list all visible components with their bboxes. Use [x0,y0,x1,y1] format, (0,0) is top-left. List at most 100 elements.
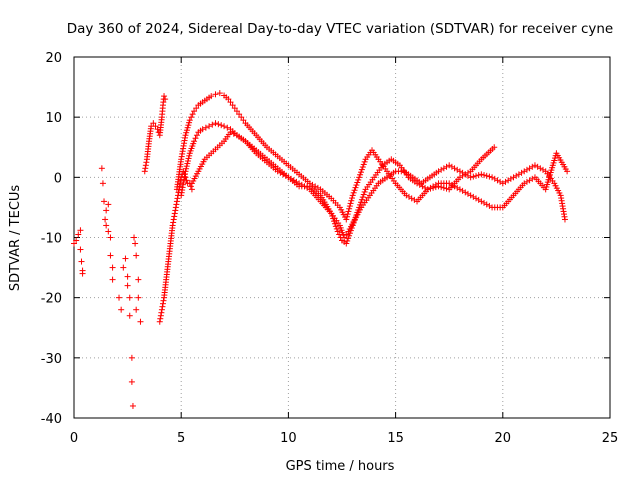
data-point [183,165,190,172]
data-point [531,162,538,169]
data-point [160,297,167,304]
data-point [229,102,236,109]
data-point [334,228,341,235]
data-point [126,294,133,301]
data-point [510,174,517,181]
data-point [188,186,195,193]
data-point [360,161,367,168]
data-point [182,168,189,175]
data-point [454,166,461,173]
data-point [513,172,520,179]
data-point [462,171,469,178]
data-point [142,162,149,169]
y-tick-label: 20 [45,51,62,66]
data-point [157,312,164,319]
y-tick-label: -40 [41,412,62,427]
data-point [209,121,216,128]
data-point [470,173,477,180]
data-point [440,165,447,172]
data-point [185,122,192,129]
data-point [443,163,450,170]
data-point [473,195,479,202]
data-point [483,201,490,208]
data-point [443,185,450,192]
data-point [349,192,356,199]
data-point [347,200,354,207]
data-point [208,93,215,100]
data-point [349,195,356,202]
data-point [133,306,140,313]
data-point [456,186,463,193]
data-point [304,184,311,191]
data-point [419,183,426,190]
data-point [105,228,112,235]
data-point [422,184,429,191]
data-point [464,172,471,179]
data-point [408,195,415,202]
data-point [78,258,85,265]
data-point [233,108,240,115]
data-point [143,159,150,166]
data-point [103,222,110,229]
data-point [105,201,112,208]
data-point [529,175,536,182]
data-point [486,173,493,180]
data-point [162,96,169,103]
data-point [240,117,247,124]
data-point [135,294,142,301]
data-point [351,187,358,194]
data-point [564,168,571,175]
data-point [361,188,368,195]
data-point [71,240,77,247]
data-point [483,172,490,179]
data-point [73,237,80,244]
data-point [191,138,198,145]
data-point [346,232,353,239]
data-point [486,202,493,209]
data-point [173,198,180,205]
data-point [189,111,196,118]
data-point [344,213,351,220]
y-tick-label: -30 [41,352,62,367]
y-axis-label: SDTVAR / TECUs [8,185,23,292]
data-point [107,234,114,241]
data-point [154,126,161,133]
data-point [133,252,140,259]
data-point [109,264,116,271]
data-point [481,172,488,179]
data-point [331,220,338,227]
data-point [132,240,139,247]
data-point [171,213,178,220]
data-point [446,162,453,169]
data-point [77,246,84,253]
data-point [150,120,157,127]
data-point [491,175,498,182]
data-point [224,124,231,131]
data-point [169,222,176,229]
data-point [427,184,434,191]
data-point [199,126,206,133]
data-point [227,99,234,106]
data-point [216,90,223,97]
data-point [332,223,339,230]
data-point [131,234,138,241]
data-point [185,155,192,162]
data-point [137,318,144,325]
data-point [561,216,568,223]
data-point [116,294,123,301]
data-point [475,172,482,179]
data-point [345,235,352,242]
data-point [459,169,466,176]
y-tick-label: -10 [41,232,62,247]
data-point [103,207,110,214]
data-point [406,193,412,200]
data-point [128,354,135,361]
data-point [159,303,166,310]
data-point [184,158,191,165]
data-point [467,192,474,199]
data-point [502,178,509,185]
data-point [77,227,84,234]
data-point [359,164,366,171]
data-point [523,178,530,185]
